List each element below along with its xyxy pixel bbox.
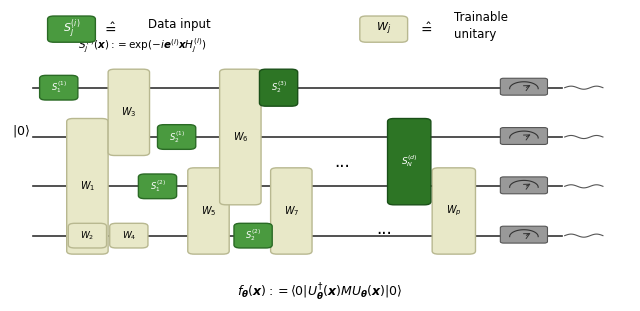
Text: $W_4$: $W_4$: [122, 230, 136, 242]
FancyBboxPatch shape: [500, 177, 547, 194]
Text: $W_j$: $W_j$: [376, 21, 391, 37]
FancyBboxPatch shape: [138, 174, 177, 199]
FancyBboxPatch shape: [432, 168, 476, 254]
Text: $S_2^{(3)}$: $S_2^{(3)}$: [271, 80, 287, 95]
Text: $S_2^{(2)}$: $S_2^{(2)}$: [245, 228, 261, 244]
FancyBboxPatch shape: [109, 223, 148, 248]
Text: Trainable
unitary: Trainable unitary: [454, 11, 508, 41]
FancyBboxPatch shape: [220, 69, 261, 205]
Text: $|0\rangle$: $|0\rangle$: [12, 123, 30, 139]
FancyBboxPatch shape: [500, 226, 547, 243]
Text: $W_6$: $W_6$: [232, 130, 248, 144]
FancyBboxPatch shape: [259, 69, 298, 106]
Text: $W_5$: $W_5$: [201, 204, 216, 218]
Text: $S_1^{(1)}$: $S_1^{(1)}$: [51, 80, 67, 95]
Text: $S_2^{(1)}$: $S_2^{(1)}$: [169, 129, 184, 145]
FancyBboxPatch shape: [360, 16, 408, 42]
Text: $W_2$: $W_2$: [80, 230, 95, 242]
FancyBboxPatch shape: [188, 168, 229, 254]
Text: $f_{\boldsymbol{\theta}}(\boldsymbol{x}) := \langle 0|U_{\boldsymbol{\theta}}^{\: $f_{\boldsymbol{\theta}}(\boldsymbol{x})…: [237, 281, 403, 302]
FancyBboxPatch shape: [271, 168, 312, 254]
FancyBboxPatch shape: [67, 118, 108, 254]
Text: $\hat{=}$: $\hat{=}$: [418, 22, 433, 36]
FancyBboxPatch shape: [234, 223, 272, 248]
Text: Data input: Data input: [148, 18, 211, 31]
Text: $S_N^{(d)}$: $S_N^{(d)}$: [401, 154, 418, 169]
Text: ...: ...: [335, 153, 350, 171]
Text: ...: ...: [376, 220, 392, 239]
Text: $\hat{=}$: $\hat{=}$: [102, 22, 117, 36]
Text: $S_j^{(i)}(\boldsymbol{x}) := \exp(-i\boldsymbol{e}^{(i)}\boldsymbol{x}H_j^{(i)}: $S_j^{(i)}(\boldsymbol{x}) := \exp(-i\bo…: [78, 37, 207, 55]
FancyBboxPatch shape: [47, 16, 95, 42]
Text: $W_p$: $W_p$: [446, 204, 461, 218]
FancyBboxPatch shape: [40, 75, 78, 100]
Text: $S_1^{(2)}$: $S_1^{(2)}$: [150, 179, 165, 194]
Text: $W_1$: $W_1$: [80, 179, 95, 193]
FancyBboxPatch shape: [500, 78, 547, 95]
Text: $W_7$: $W_7$: [284, 204, 299, 218]
FancyBboxPatch shape: [500, 128, 547, 145]
FancyBboxPatch shape: [388, 118, 431, 205]
Text: $S_j^{(i)}$: $S_j^{(i)}$: [63, 17, 80, 41]
FancyBboxPatch shape: [108, 69, 150, 156]
Text: $W_3$: $W_3$: [121, 105, 136, 119]
FancyBboxPatch shape: [68, 223, 106, 248]
FancyBboxPatch shape: [157, 125, 196, 149]
